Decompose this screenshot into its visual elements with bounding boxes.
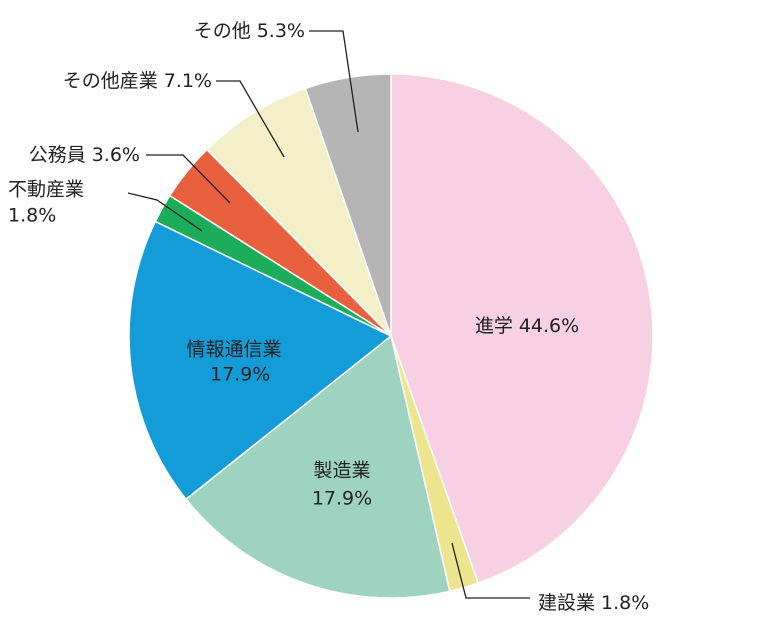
slice-label: その他産業 7.1% [63, 70, 212, 92]
pie-slice [205, 87, 392, 337]
category-label: 不動産業 [8, 179, 84, 201]
category-label: 建設業 [538, 592, 595, 614]
category-label: 製造業 [313, 460, 370, 482]
value-label: 1.8% [601, 592, 649, 614]
value-label: 5.3% [257, 20, 305, 42]
value-label: 3.6% [92, 144, 140, 166]
leader-line [451, 542, 530, 599]
value-label: 7.1% [164, 70, 212, 92]
pie-slice [390, 73, 654, 585]
pie-slice [304, 73, 392, 337]
value-label: 17.9% [312, 488, 372, 510]
leader-line [309, 30, 359, 133]
slice-label: 建設業 1.8% [538, 592, 649, 614]
category-label: その他産業 [63, 70, 158, 92]
value-label: 17.9% [210, 364, 270, 386]
slice-label: その他 5.3% [194, 20, 305, 42]
value-label: 44.6% [519, 315, 579, 337]
slice-label: 進学 44.6% [475, 315, 579, 337]
leader-line [127, 192, 203, 232]
leader-line [146, 154, 231, 204]
pie-slice [184, 334, 451, 599]
pie-slice [128, 220, 393, 501]
category-label: 情報通信業 [186, 339, 281, 361]
leader-line [216, 80, 285, 158]
slice-label: 公務員 3.6% [29, 144, 140, 166]
category-label: 進学 [475, 315, 513, 337]
category-label: その他 [194, 20, 251, 42]
value-label: 1.8% [8, 205, 56, 227]
category-label: 公務員 [29, 144, 86, 166]
